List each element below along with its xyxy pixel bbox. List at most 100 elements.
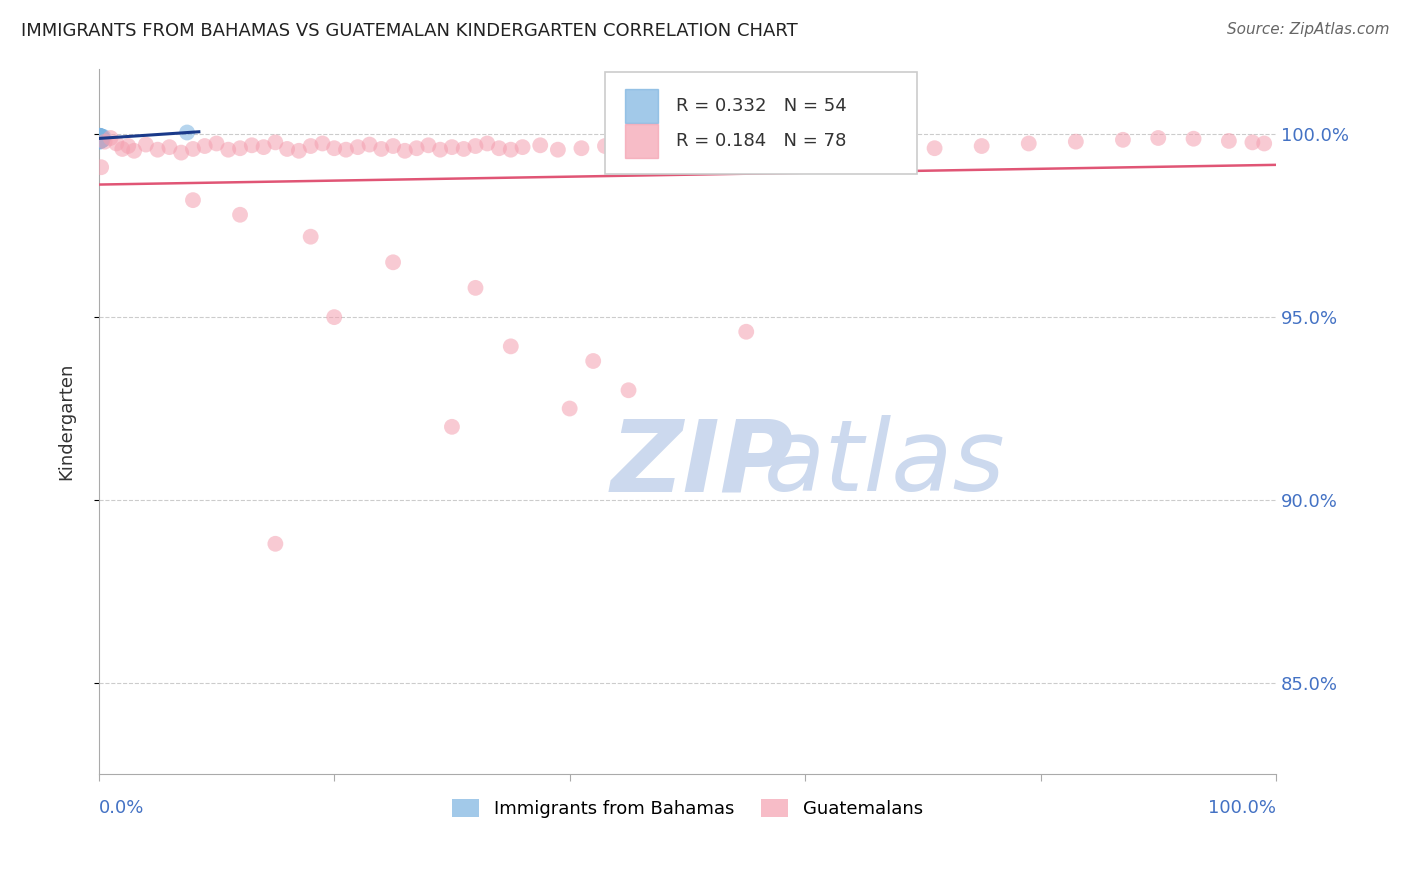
Text: 100.0%: 100.0% xyxy=(1208,799,1277,817)
Point xyxy=(181,142,204,156)
Point xyxy=(89,129,111,144)
FancyBboxPatch shape xyxy=(626,124,658,158)
Point xyxy=(346,140,368,154)
Point xyxy=(91,133,114,147)
Point xyxy=(229,141,252,155)
Point xyxy=(1018,136,1040,151)
Point xyxy=(90,129,112,144)
Point xyxy=(89,131,111,145)
Point xyxy=(440,419,463,434)
Text: Source: ZipAtlas.com: Source: ZipAtlas.com xyxy=(1226,22,1389,37)
Point xyxy=(529,138,551,153)
Point xyxy=(641,144,664,158)
Point xyxy=(593,139,616,153)
Point xyxy=(1241,136,1264,150)
Point xyxy=(488,141,510,155)
Point xyxy=(89,134,111,148)
Point xyxy=(89,132,111,146)
Point xyxy=(89,131,111,145)
Point xyxy=(571,141,593,155)
Point xyxy=(394,144,416,158)
Point xyxy=(817,140,839,154)
Point xyxy=(90,129,112,144)
Point xyxy=(93,129,115,144)
Point xyxy=(89,133,111,147)
Point xyxy=(100,131,122,145)
Point xyxy=(429,143,451,157)
Point xyxy=(111,142,134,156)
Point xyxy=(105,136,128,151)
Point xyxy=(91,133,114,147)
Point xyxy=(91,132,114,146)
Point xyxy=(89,128,111,143)
Point xyxy=(323,310,346,325)
Point xyxy=(1218,134,1240,148)
Point xyxy=(146,143,169,157)
Point xyxy=(90,131,112,145)
Point xyxy=(89,134,111,148)
Point xyxy=(299,229,322,244)
Point xyxy=(89,129,111,144)
Point xyxy=(122,144,145,158)
Point xyxy=(90,130,112,145)
Text: ZIP: ZIP xyxy=(610,415,794,512)
Text: 0.0%: 0.0% xyxy=(98,799,145,817)
Point xyxy=(735,325,758,339)
Point xyxy=(90,160,112,174)
Point xyxy=(252,140,274,154)
Legend: Immigrants from Bahamas, Guatemalans: Immigrants from Bahamas, Guatemalans xyxy=(444,791,929,825)
Point xyxy=(617,142,640,156)
Point xyxy=(90,130,112,145)
Point xyxy=(91,133,114,147)
Point xyxy=(264,136,287,150)
Point xyxy=(359,137,381,152)
Point xyxy=(89,134,111,148)
FancyBboxPatch shape xyxy=(626,89,658,123)
Point xyxy=(91,131,114,145)
Point xyxy=(90,132,112,146)
Point xyxy=(1182,132,1205,146)
Point xyxy=(453,142,475,156)
Point xyxy=(91,130,114,145)
Point xyxy=(405,141,427,155)
Point xyxy=(418,138,440,153)
Point xyxy=(264,537,287,551)
Point xyxy=(89,132,111,146)
Point xyxy=(370,142,392,156)
Text: R = 0.184   N = 78: R = 0.184 N = 78 xyxy=(676,132,846,150)
Point xyxy=(382,255,405,269)
Point xyxy=(170,145,193,160)
Point xyxy=(299,139,322,153)
Point xyxy=(135,137,157,152)
Text: R = 0.332   N = 54: R = 0.332 N = 54 xyxy=(676,97,846,115)
Point xyxy=(90,130,112,145)
Point xyxy=(93,135,115,149)
Point xyxy=(499,339,522,353)
Point xyxy=(205,136,228,151)
Point xyxy=(89,132,111,146)
Point xyxy=(335,143,357,157)
Point xyxy=(288,144,311,158)
Point xyxy=(758,139,780,153)
Point xyxy=(90,132,112,146)
Point xyxy=(89,132,111,146)
Point xyxy=(91,132,114,146)
Point xyxy=(276,142,298,156)
Point xyxy=(617,383,640,397)
Point xyxy=(512,140,534,154)
Point xyxy=(90,132,112,146)
Point xyxy=(90,130,112,145)
Point xyxy=(90,130,112,145)
Point xyxy=(89,133,111,147)
Point xyxy=(90,130,112,145)
Point xyxy=(970,139,993,153)
Point xyxy=(181,193,204,207)
Point xyxy=(582,354,605,368)
Point xyxy=(464,281,486,295)
Point xyxy=(89,129,111,144)
Point xyxy=(782,142,804,156)
Point xyxy=(90,129,112,144)
Point xyxy=(735,141,758,155)
FancyBboxPatch shape xyxy=(605,72,917,174)
Point xyxy=(89,131,111,145)
